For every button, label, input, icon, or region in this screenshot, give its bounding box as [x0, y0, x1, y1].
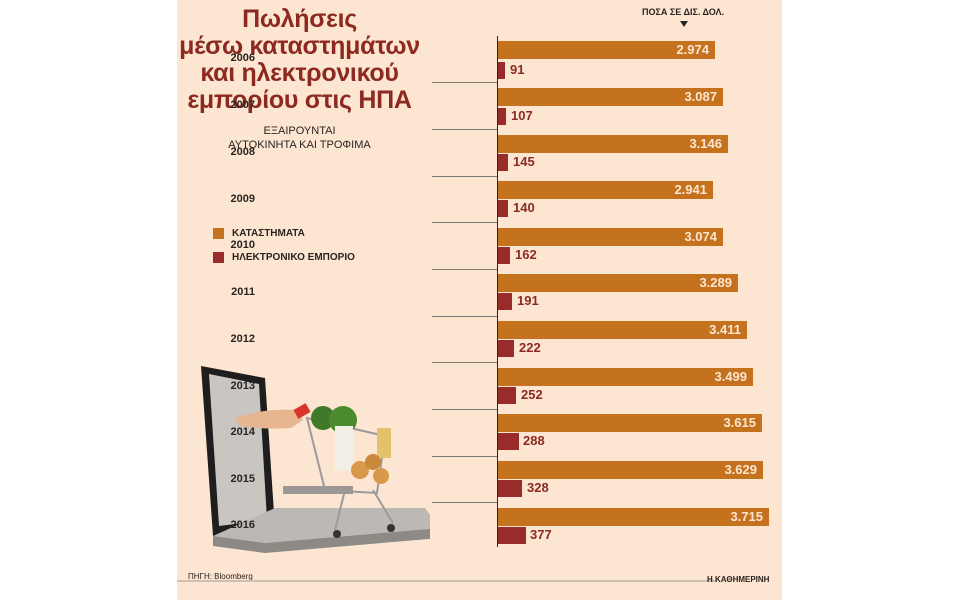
- ecommerce-value: 328: [527, 480, 549, 495]
- bar-stores: 3.289: [498, 274, 738, 292]
- year-label: 2006: [230, 52, 255, 64]
- year-label: 2013: [230, 380, 255, 392]
- title-line-3: και ηλεκτρονικού: [200, 59, 399, 87]
- legend-label: ΚΑΤΑΣΤΗΜΑΤΑ: [232, 227, 305, 239]
- row-separator: [432, 362, 497, 363]
- bar-stores: 3.074: [498, 228, 723, 246]
- bar-ecommerce: [498, 108, 506, 125]
- year-label: 2007: [230, 99, 255, 111]
- row-separator: [432, 222, 497, 223]
- year-label: 2014: [230, 426, 255, 438]
- year-label: 2008: [230, 146, 255, 158]
- row-separator: [432, 502, 497, 503]
- ecommerce-value: 91: [510, 62, 525, 77]
- footer-divider: [177, 580, 717, 582]
- legend-swatch-ecommerce: [213, 251, 224, 263]
- year-label: 2009: [230, 193, 255, 205]
- subtitle-line-1: ΕΞΑΙΡΟΥΝΤΑΙ: [263, 125, 336, 137]
- bar-ecommerce: [498, 154, 508, 171]
- unit-label: ΠΟΣΑ ΣΕ ΔΙΣ. ΔΟΛ.: [642, 7, 724, 17]
- ecommerce-value: 145: [513, 154, 535, 169]
- bar-ecommerce: [498, 62, 505, 79]
- bar-ecommerce: [498, 247, 510, 264]
- row-separator: [432, 176, 497, 177]
- y-axis-line: [497, 36, 498, 547]
- year-label: 2010: [230, 239, 255, 251]
- bar-stores: 3.715: [498, 508, 769, 526]
- bar-ecommerce: [498, 387, 516, 404]
- chart-subtitle: ΕΞΑΙΡΟΥΝΤΑΙ ΑΥΤΟΚΙΝΗΤΑ ΚΑΙ ΤΡΟΦΙΜΑ: [177, 124, 422, 152]
- row-separator: [432, 269, 497, 270]
- row-separator: [432, 129, 497, 130]
- title-line-1: Πωλήσεις: [242, 5, 357, 33]
- year-label: 2015: [230, 473, 255, 485]
- ecommerce-value: 377: [530, 527, 552, 542]
- bar-stores: 3.629: [498, 461, 763, 479]
- year-label: 2012: [230, 333, 255, 345]
- legend: ΚΑΤΑΣΤΗΜΑΤΑ ΗΛΕΚΤΡΟΝΙΚΟ ΕΜΠΟΡΙΟ: [213, 221, 355, 269]
- title-line-2: μέσω καταστημάτων: [179, 32, 420, 60]
- infographic-panel: Πωλήσεις μέσω καταστημάτων και ηλεκτρονι…: [177, 0, 782, 600]
- bar-stores: 2.974: [498, 41, 715, 59]
- title-line-4: εμπορίου στις ΗΠΑ: [187, 86, 412, 114]
- ecommerce-value: 162: [515, 247, 537, 262]
- bar-ecommerce: [498, 527, 526, 544]
- ecommerce-value: 107: [511, 108, 533, 123]
- bar-ecommerce: [498, 340, 514, 357]
- ecommerce-value: 252: [521, 387, 543, 402]
- bar-ecommerce: [498, 433, 519, 450]
- ecommerce-value: 222: [519, 340, 541, 355]
- legend-item-stores: ΚΑΤΑΣΤΗΜΑΤΑ: [213, 221, 355, 245]
- laptop-shopping-cart-image: [195, 358, 440, 558]
- source-note: ΠΗΓΗ: Bloomberg: [188, 572, 253, 581]
- legend-item-ecommerce: ΗΛΕΚΤΡΟΝΙΚΟ ΕΜΠΟΡΙΟ: [213, 245, 355, 269]
- arrow-down-icon: [680, 21, 688, 27]
- legend-swatch-stores: [213, 227, 224, 239]
- row-separator: [432, 409, 497, 410]
- bar-stores: 3.146: [498, 135, 728, 153]
- year-label: 2011: [231, 286, 255, 298]
- year-label: 2016: [230, 519, 255, 531]
- row-separator: [432, 456, 497, 457]
- ecommerce-value: 191: [517, 293, 539, 308]
- bar-stores: 3.615: [498, 414, 762, 432]
- bar-ecommerce: [498, 200, 508, 217]
- row-separator: [432, 316, 497, 317]
- subtitle-line-2: ΑΥΤΟΚΙΝΗΤΑ ΚΑΙ ΤΡΟΦΙΜΑ: [228, 139, 371, 151]
- legend-label: ΗΛΕΚΤΡΟΝΙΚΟ ΕΜΠΟΡΙΟ: [232, 251, 355, 263]
- bar-stores: 3.499: [498, 368, 753, 386]
- bar-stores: 3.087: [498, 88, 723, 106]
- bar-stores: 2.941: [498, 181, 713, 199]
- bar-ecommerce: [498, 480, 522, 497]
- row-separator: [432, 82, 497, 83]
- bar-stores: 3.411: [498, 321, 747, 339]
- ecommerce-value: 288: [523, 433, 545, 448]
- bar-ecommerce: [498, 293, 512, 310]
- publisher-brand: Η ΚΑΘΗΜΕΡΙΝΗ: [707, 575, 770, 584]
- ecommerce-value: 140: [513, 200, 535, 215]
- chart-title: Πωλήσεις μέσω καταστημάτων και ηλεκτρονι…: [177, 6, 422, 114]
